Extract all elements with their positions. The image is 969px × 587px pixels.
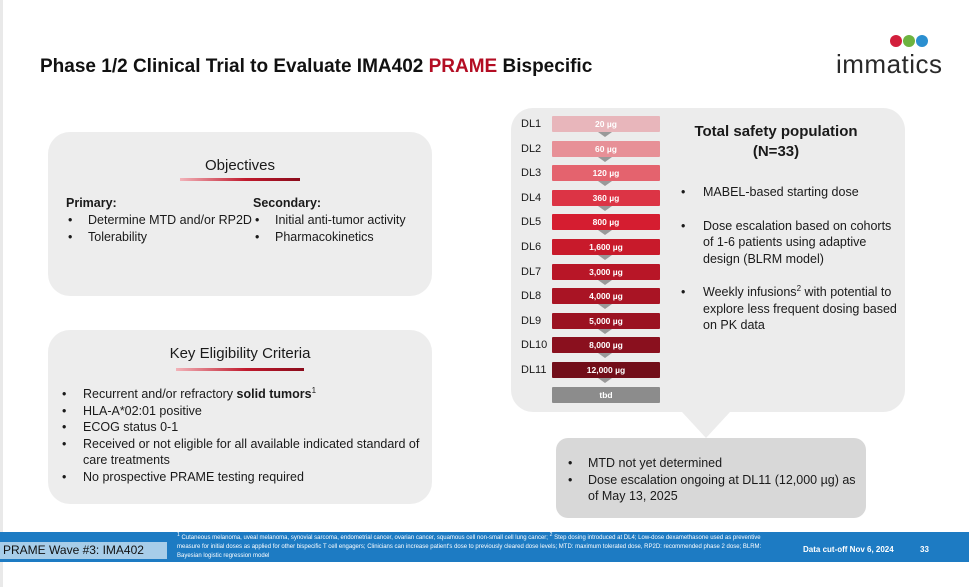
list-item: Recurrent and/or refractory solid tumors… — [60, 386, 428, 403]
dose-level-label: DL7 — [521, 265, 542, 278]
logo-dot-blue — [916, 35, 928, 47]
list-item: Weekly infusions2 with potential to expl… — [679, 284, 901, 334]
dose-level-bar: tbd — [552, 386, 660, 403]
safety-card: Total safety population (N=33) MABEL-bas… — [511, 108, 905, 412]
callout-pointer — [682, 412, 730, 438]
dose-level-label: DL11 — [521, 364, 547, 376]
dose-level-label: DL8 — [521, 290, 542, 303]
dose-level-bar: 60 µg — [552, 140, 660, 157]
status-card: MTD not yet determined Dose escalation o… — [556, 438, 866, 518]
footnote-ref: 2 — [796, 283, 802, 293]
dose-level-bar: 5,000 µg — [552, 312, 660, 329]
primary-list: Determine MTD and/or RP2D Tolerability — [66, 212, 266, 246]
list-item: MTD not yet determined — [564, 455, 860, 472]
step-arrow-icon — [598, 328, 612, 334]
eligibility-heading: Key Eligibility Criteria — [169, 345, 311, 362]
dose-level-bar: 1,600 µg — [552, 239, 660, 255]
footnote-text: 1 Cutaneous melanoma, uveal melanoma, sy… — [177, 532, 777, 561]
step-arrow-icon — [598, 205, 612, 211]
page-number: 33 — [920, 545, 929, 554]
primary-objectives: Primary: Determine MTD and/or RP2D Toler… — [66, 195, 266, 246]
dose-level-bar: 20 µg — [552, 116, 660, 132]
left-edge-rule — [0, 0, 3, 587]
eligibility-card: Key Eligibility Criteria Recurrent and/o… — [48, 330, 432, 504]
dose-level-bar: 360 µg — [552, 189, 660, 206]
dose-level-label: DL4 — [521, 191, 542, 204]
dose-level-label: DL2 — [521, 142, 542, 155]
objectives-heading: Objectives — [204, 157, 276, 174]
logo-dot-red — [890, 35, 902, 47]
list-item: Dose escalation based on cohorts of 1-6 … — [679, 218, 901, 268]
safety-title: Total safety population (N=33) — [671, 122, 881, 162]
dose-level-label: DL9 — [521, 314, 542, 327]
company-logo: immatics — [836, 34, 946, 82]
list-item: ECOG status 0-1 — [60, 419, 428, 436]
list-item: No prospective PRAME testing required — [60, 469, 428, 486]
dose-level-bar: 4,000 µg — [552, 288, 660, 305]
list-item: Tolerability — [66, 229, 266, 246]
logo-dots — [890, 34, 929, 52]
logo-wordmark: immatics — [836, 49, 943, 79]
title-accent: PRAME — [428, 56, 498, 77]
item-text: Weekly infusions — [703, 285, 797, 299]
dose-level-bar: 120 µg — [552, 165, 660, 182]
dose-level-bar: 3,000 µg — [552, 263, 660, 280]
footnote-part: Cutaneous melanoma, uveal melanoma, syno… — [179, 535, 550, 541]
step-arrow-icon — [598, 156, 612, 162]
dose-level-label: DL6 — [521, 241, 542, 253]
list-item: Received or not eligible for all availab… — [60, 436, 428, 469]
list-item: Pharmacokinetics — [253, 229, 431, 246]
list-item: Initial anti-tumor activity — [253, 212, 431, 229]
footer-tag: PRAME Wave #3: IMA402 — [0, 542, 167, 559]
step-arrow-icon — [598, 230, 612, 236]
list-item: Dose escalation ongoing at DL11 (12,000 … — [564, 472, 860, 505]
logo-dot-green — [903, 35, 915, 47]
step-arrow-icon — [598, 132, 612, 137]
dose-level-bar: 800 µg — [552, 214, 660, 231]
dose-level-bar: 8,000 µg — [552, 337, 660, 354]
slide-title: Phase 1/2 Clinical Trial to Evaluate IMA… — [40, 56, 592, 78]
footnote-marker: 1 — [177, 532, 180, 538]
objectives-card: Objectives Primary: Determine MTD and/or… — [48, 132, 432, 296]
safety-list: MABEL-based starting dose Dose escalatio… — [679, 184, 901, 351]
footnote-ref: 1 — [311, 385, 317, 395]
primary-heading: Primary: — [66, 196, 117, 210]
secondary-list: Initial anti-tumor activity Pharmacokine… — [253, 212, 431, 246]
safety-title-line2: (N=33) — [752, 143, 800, 160]
title-prefix: Phase 1/2 Clinical Trial to Evaluate IMA… — [40, 56, 429, 77]
footnote-marker: 2 — [549, 532, 553, 538]
list-item: Determine MTD and/or RP2D — [66, 212, 266, 229]
safety-title-line1: Total safety population — [694, 123, 858, 140]
dose-level-label: DL3 — [521, 167, 542, 180]
step-arrow-icon — [598, 181, 612, 187]
eligibility-heading-underline — [176, 368, 304, 371]
item-bold-text: solid tumors — [236, 387, 312, 401]
secondary-objectives: Secondary: Initial anti-tumor activity P… — [253, 195, 431, 246]
status-list: MTD not yet determined Dose escalation o… — [564, 455, 860, 505]
eligibility-list: Recurrent and/or refractory solid tumors… — [60, 386, 428, 485]
data-cutoff: Data cut-off Nov 6, 2024 — [803, 545, 894, 554]
list-item: HLA-A*02:01 positive — [60, 403, 428, 420]
step-arrow-icon — [598, 353, 612, 359]
title-suffix: Bispecific — [497, 56, 593, 77]
item-text: with potential to explore less frequent … — [703, 285, 897, 332]
dose-level-label: DL5 — [521, 216, 542, 229]
footnote-part: Step dosing introduced at DL4; Low-dose … — [177, 535, 762, 559]
step-arrow-icon — [598, 304, 612, 310]
list-item: MABEL-based starting dose — [679, 184, 901, 201]
secondary-heading: Secondary: — [253, 196, 322, 210]
step-arrow-icon — [598, 378, 612, 383]
dose-level-label: DL1 — [521, 118, 542, 130]
dose-level-label: DL10 — [521, 339, 548, 352]
step-arrow-icon — [598, 255, 612, 260]
dose-level-bar: 12,000 µg — [552, 362, 660, 378]
step-arrow-icon — [598, 279, 612, 285]
item-text: Recurrent and/or refractory — [83, 387, 237, 401]
objectives-heading-underline — [180, 178, 300, 181]
